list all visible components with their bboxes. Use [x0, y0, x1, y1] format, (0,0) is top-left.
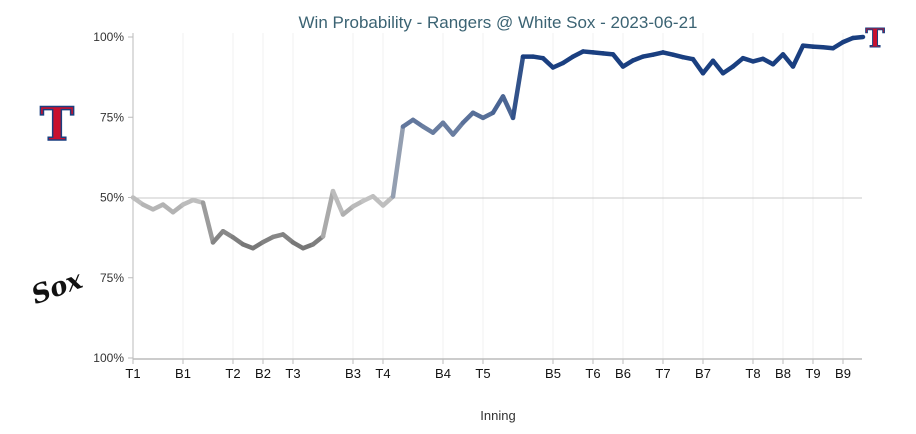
line-segment — [710, 58, 726, 76]
x-tick-label: T2 — [225, 366, 240, 381]
line-segment — [370, 193, 386, 208]
x-tick-label: B9 — [835, 366, 851, 381]
line-segment — [200, 200, 216, 245]
x-tick-label: B2 — [255, 366, 271, 381]
line-segment — [430, 120, 446, 135]
x-tick-label: T5 — [475, 366, 490, 381]
line-segment — [790, 43, 806, 69]
x-tick-label: T3 — [285, 366, 300, 381]
x-tick-label: T6 — [585, 366, 600, 381]
x-tick-label: T9 — [805, 366, 820, 381]
line-segment — [490, 94, 506, 116]
rangers-logo: T — [39, 96, 75, 152]
line-segment — [460, 110, 476, 125]
grid — [182, 33, 844, 359]
y-tick-label: 100% — [93, 351, 124, 365]
y-tick-label: 75% — [100, 110, 124, 124]
win-probability-line — [130, 34, 866, 251]
line-segment — [440, 120, 456, 137]
line-segment — [700, 58, 716, 76]
x-tick-label: B1 — [175, 366, 191, 381]
line-segment — [610, 52, 626, 69]
line-segment — [210, 228, 226, 245]
white-sox-logo: Sox — [28, 265, 87, 311]
x-tick-label: B3 — [345, 366, 361, 381]
y-tick-label: 75% — [100, 271, 124, 285]
x-tick-label: T8 — [745, 366, 760, 381]
line-segment — [330, 188, 346, 217]
chart-title: Win Probability - Rangers @ White Sox - … — [299, 13, 698, 32]
line-segment — [780, 52, 796, 69]
rangers-logo-end: T — [865, 24, 886, 55]
y-tick-label: 50% — [100, 191, 124, 205]
x-tick-label: T7 — [655, 366, 670, 381]
svg-text:T: T — [40, 97, 74, 151]
line-segment — [320, 188, 336, 239]
y-tick-label: 100% — [93, 30, 124, 44]
line-segment — [850, 34, 866, 41]
x-tick-label: T4 — [375, 366, 390, 381]
x-tick-label: T1 — [125, 366, 140, 381]
x-tick-label: B4 — [435, 366, 451, 381]
line-segment — [770, 52, 786, 67]
x-tick-label: B8 — [775, 366, 791, 381]
svg-text:Sox: Sox — [28, 265, 87, 311]
x-tick-label: B7 — [695, 366, 711, 381]
line-segment — [540, 55, 556, 70]
line-segment — [390, 124, 406, 199]
line-segment — [690, 56, 706, 76]
svg-text:T: T — [865, 24, 885, 54]
x-axis-label: Inning — [480, 408, 515, 423]
line-segment — [450, 120, 466, 137]
line-segment — [510, 54, 526, 121]
x-tick-label: B5 — [545, 366, 561, 381]
x-tick-label: B6 — [615, 366, 631, 381]
